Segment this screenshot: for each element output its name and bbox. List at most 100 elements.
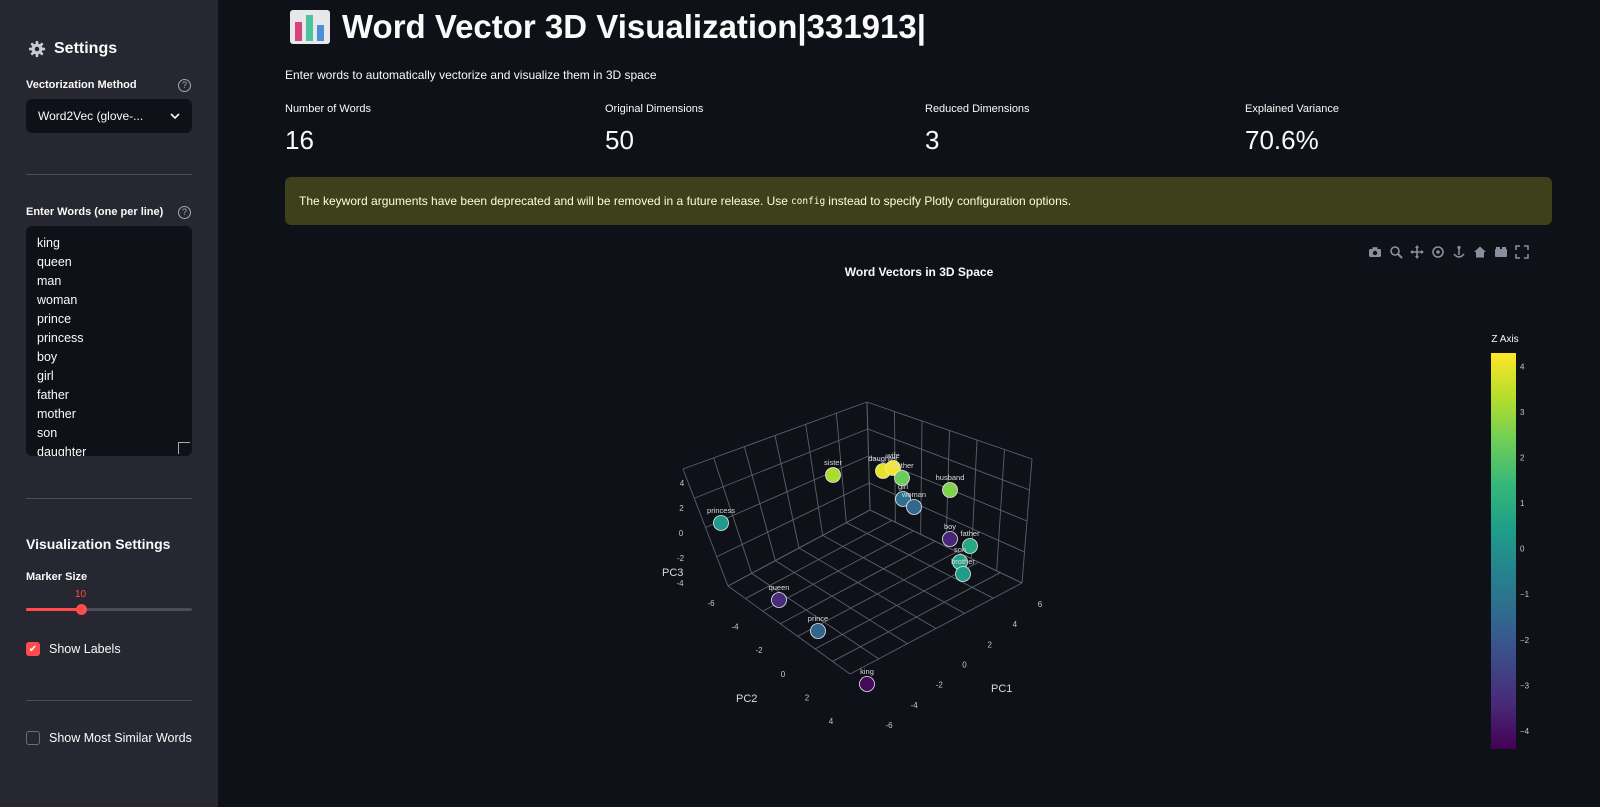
tick-label: 2 bbox=[805, 693, 810, 702]
metric-value: 16 bbox=[285, 125, 314, 155]
alert-text-pre: The keyword arguments have been deprecat… bbox=[299, 194, 788, 208]
word-line: queen bbox=[37, 255, 72, 269]
word-line: woman bbox=[37, 293, 78, 307]
chart-title: Word Vectors in 3D Space bbox=[845, 265, 994, 279]
data-point[interactable] bbox=[942, 531, 958, 547]
help-icon[interactable]: ? bbox=[178, 206, 191, 219]
alert-code: config bbox=[790, 195, 826, 207]
colorbar-tick-label: −3 bbox=[1520, 681, 1530, 690]
orbit-icon[interactable] bbox=[1431, 245, 1445, 259]
metric-value: 50 bbox=[605, 125, 634, 155]
metric-label: Reduced Dimensions bbox=[925, 103, 1030, 115]
marker-size-slider[interactable] bbox=[26, 604, 192, 615]
colorbar-tick-label: 4 bbox=[1520, 363, 1525, 372]
reset-camera-icon[interactable] bbox=[1494, 245, 1508, 259]
colorbar-tick-label: 2 bbox=[1520, 454, 1525, 463]
checkbox-unchecked-icon[interactable] bbox=[26, 731, 40, 745]
point-label: girl bbox=[898, 482, 908, 491]
word-line: girl bbox=[37, 369, 54, 383]
point-label: daughter bbox=[868, 454, 898, 463]
data-point[interactable] bbox=[906, 499, 922, 515]
tick-label: -4 bbox=[676, 579, 684, 588]
pan-icon[interactable] bbox=[1410, 245, 1424, 259]
page-subtitle: Enter words to automatically vectorize a… bbox=[285, 68, 657, 82]
gear-icon bbox=[28, 40, 46, 58]
metric-label: Original Dimensions bbox=[605, 103, 704, 115]
metric: Explained Variance 70.6% bbox=[1245, 103, 1339, 156]
words-textarea[interactable]: king queen man woman prince princess boy… bbox=[26, 226, 192, 456]
word-line: man bbox=[37, 274, 62, 288]
help-icon[interactable]: ? bbox=[178, 79, 191, 92]
tick-label: 4 bbox=[829, 717, 834, 726]
page-title: Word Vector 3D Visualization|331913| bbox=[290, 8, 926, 46]
plot-toolbar bbox=[1368, 245, 1529, 259]
tick-label: 4 bbox=[680, 479, 685, 488]
point-label: brother bbox=[951, 557, 975, 566]
grid-line bbox=[727, 509, 871, 587]
grid-line bbox=[727, 585, 851, 675]
word-line: prince bbox=[37, 312, 72, 326]
data-point[interactable] bbox=[771, 592, 787, 608]
home-icon[interactable] bbox=[1473, 245, 1487, 259]
colorbar-ticks: 4 3 2 1 0 −1 −2 −3 −4 bbox=[1520, 363, 1530, 736]
word-line: king bbox=[37, 236, 60, 250]
fullscreen-icon[interactable] bbox=[1515, 245, 1529, 259]
bar-chart-icon bbox=[290, 10, 330, 44]
y-axis-label: PC2 bbox=[736, 693, 757, 705]
colorbar-tick-label: −4 bbox=[1520, 727, 1530, 736]
grid-line bbox=[846, 522, 994, 599]
point-label: wife bbox=[885, 451, 899, 460]
tick-label: -2 bbox=[936, 681, 944, 690]
metric: Reduced Dimensions 3 bbox=[925, 103, 1030, 156]
point-label: son bbox=[954, 545, 966, 554]
show-labels-checkbox[interactable]: ✔ Show Labels bbox=[26, 642, 121, 656]
visualization-settings-title: Visualization Settings bbox=[26, 536, 171, 552]
tick-label: 6 bbox=[1038, 600, 1043, 609]
show-labels-label: Show Labels bbox=[49, 642, 121, 656]
data-point[interactable] bbox=[962, 538, 978, 554]
show-similar-checkbox[interactable]: Show Most Similar Words bbox=[26, 731, 192, 745]
colorbar-tick-label: 3 bbox=[1520, 408, 1525, 417]
metric-value: 3 bbox=[925, 125, 940, 155]
chart-ticks: 4 2 0 -2 -4 -6 -4 -2 0 2 4 6 4 2 0 -2 -4 -6 bbox=[676, 479, 1042, 730]
turntable-icon[interactable] bbox=[1452, 245, 1466, 259]
data-point[interactable] bbox=[955, 566, 971, 582]
point-label: queen bbox=[769, 583, 790, 592]
alert-text-post: instead to specify Plotly configuration … bbox=[828, 194, 1072, 208]
metric-label: Number of Words bbox=[285, 103, 371, 115]
point-label: father bbox=[960, 529, 980, 538]
data-point[interactable] bbox=[885, 460, 901, 476]
data-point[interactable] bbox=[895, 491, 911, 507]
grid-line bbox=[682, 401, 868, 470]
vectorization-method-select[interactable]: Word2Vec (glove-... bbox=[26, 99, 192, 133]
data-point[interactable] bbox=[825, 467, 841, 483]
point-label: mother bbox=[890, 461, 914, 470]
camera-icon[interactable] bbox=[1368, 245, 1382, 259]
checkbox-checked-icon[interactable]: ✔ bbox=[26, 642, 40, 656]
divider bbox=[26, 700, 192, 701]
point-label: king bbox=[860, 667, 874, 676]
point-label: husband bbox=[936, 473, 965, 482]
metric: Number of Words 16 bbox=[285, 103, 371, 156]
tick-label: -6 bbox=[885, 721, 893, 730]
data-point[interactable] bbox=[894, 470, 910, 486]
data-point[interactable] bbox=[713, 515, 729, 531]
data-point[interactable] bbox=[859, 676, 875, 692]
sidebar-heading-text: Settings bbox=[54, 40, 118, 57]
slider-thumb[interactable] bbox=[75, 604, 87, 615]
metric: Original Dimensions 50 bbox=[605, 103, 703, 156]
colorbar-tick-label: 1 bbox=[1520, 499, 1525, 508]
grid-line bbox=[869, 509, 1023, 584]
enter-words-label: Enter Words (one per line) bbox=[26, 206, 164, 218]
colorbar-tick-label: −1 bbox=[1520, 590, 1530, 599]
zoom-icon[interactable] bbox=[1389, 245, 1403, 259]
slider-fill bbox=[26, 608, 81, 611]
tick-label: -2 bbox=[755, 646, 763, 655]
point-label: woman bbox=[901, 490, 926, 499]
data-point[interactable] bbox=[810, 623, 826, 639]
marker-size-label: Marker Size bbox=[26, 571, 88, 583]
data-point[interactable] bbox=[942, 482, 958, 498]
scatter-3d-chart[interactable]: Word Vectors in 3D Space 4 2 0 -2 -4 -6 -4 -2 0 2… bbox=[285, 262, 1552, 762]
resize-handle[interactable] bbox=[178, 442, 190, 454]
tick-label: 0 bbox=[962, 661, 967, 670]
